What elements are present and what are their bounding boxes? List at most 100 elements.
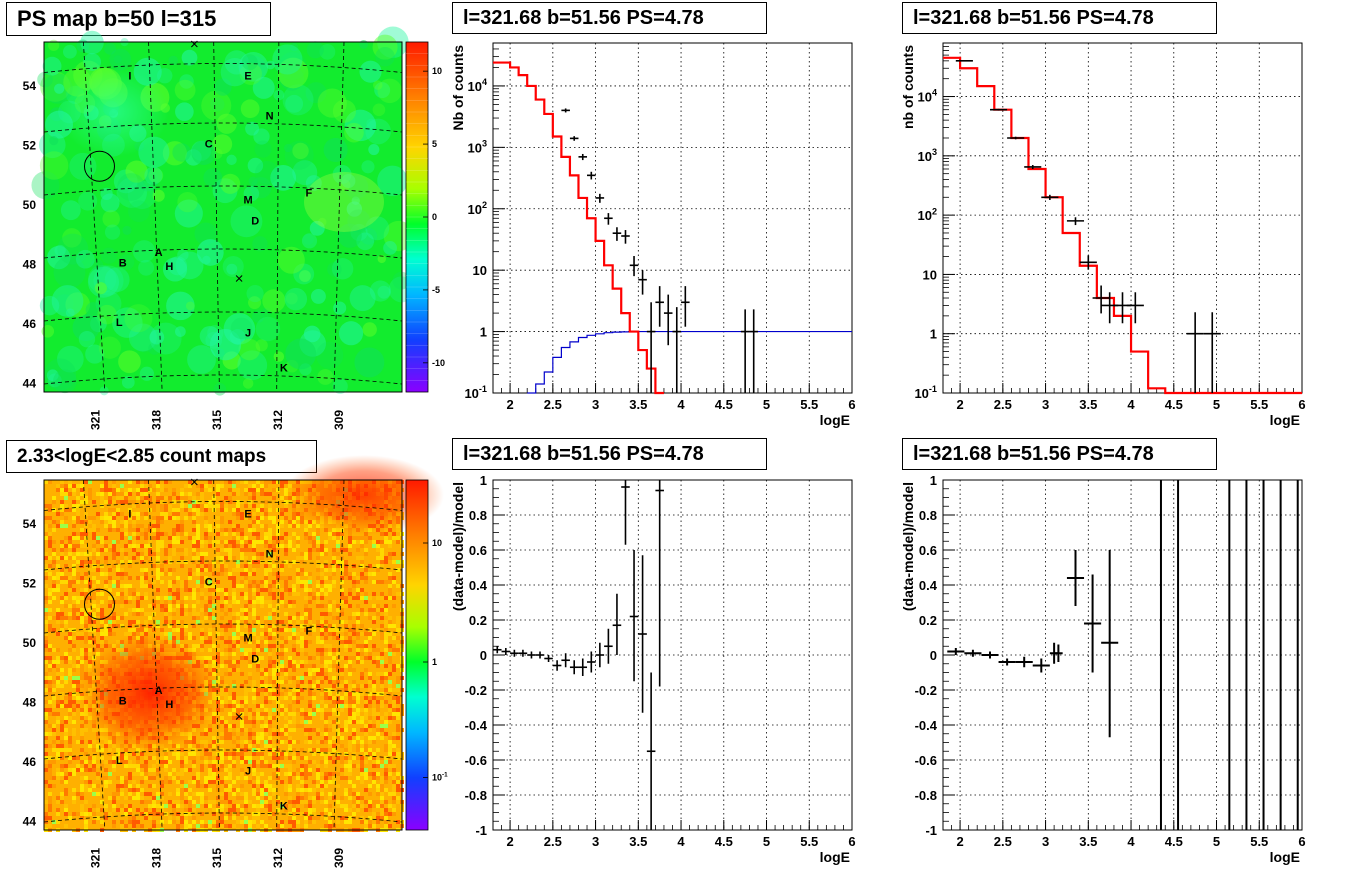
map2-pixel [360, 744, 364, 748]
map2-pixel [136, 760, 140, 764]
map2-pixel [80, 784, 84, 788]
map2-pixel [300, 688, 304, 692]
map2-pixel [64, 676, 68, 680]
map2-pixel [208, 776, 212, 780]
map2-pixel [168, 592, 172, 596]
map2-pixel [392, 648, 396, 652]
map2-pixel [136, 620, 140, 624]
map2-pixel [284, 516, 288, 520]
map2-pixel [84, 800, 88, 804]
map2-pixel [268, 644, 272, 648]
map2-pixel [200, 500, 204, 504]
map2-pixel [248, 736, 252, 740]
map2-pixel [60, 524, 64, 528]
map2-pixel [312, 596, 316, 600]
map2-pixel [264, 792, 268, 796]
map2-pixel [288, 628, 292, 632]
map2-pixel [296, 824, 300, 828]
map2-pixel [380, 592, 384, 596]
map2-pixel [312, 548, 316, 552]
map2-pixel [160, 764, 164, 768]
map2-pixel [296, 788, 300, 792]
map2-pixel [216, 712, 220, 716]
map2-pixel [240, 580, 244, 584]
map2-pixel [72, 700, 76, 704]
map2-pixel [288, 728, 292, 732]
map2-pixel [268, 700, 272, 704]
map2-pixel [48, 772, 52, 776]
spec1-ytick-label: 10 [473, 263, 487, 278]
spec1-xtick-label: 5.5 [800, 397, 818, 412]
map2-pixel [236, 488, 240, 492]
map2-pixel [384, 760, 388, 764]
map2-pixel [164, 488, 168, 492]
map2-pixel [112, 556, 116, 560]
map2-pixel [76, 516, 80, 520]
map2-pixel [60, 596, 64, 600]
map2-pixel [340, 608, 344, 612]
map2-pixel [352, 812, 356, 816]
map1-texture [346, 201, 363, 217]
map1-texture [302, 233, 314, 245]
map2-pixel [144, 488, 148, 492]
map2-pixel [144, 768, 148, 772]
map2-pixel [388, 704, 392, 708]
map2-pixel [328, 568, 332, 572]
map2-pixel [356, 652, 360, 656]
map2-pixel [76, 688, 80, 692]
map2-pixel [196, 804, 200, 808]
map2-pixel [376, 724, 380, 728]
map2-pixel [204, 824, 208, 828]
map2-pixel [256, 692, 260, 696]
map1-texture [85, 302, 101, 318]
map2-pixel [168, 624, 172, 628]
map2-pixel [72, 536, 76, 540]
map2-pixel [352, 800, 356, 804]
map2-pixel [384, 536, 388, 540]
map2-pixel [168, 480, 172, 484]
map2-pixel [248, 512, 252, 516]
map1-texture [239, 62, 262, 86]
map1-source-label: A [155, 247, 163, 259]
map2-pixel [44, 732, 48, 736]
map2-pixel [136, 788, 140, 792]
map2-pixel [120, 808, 124, 812]
map2-pixel [248, 800, 252, 804]
map2-pixel [252, 592, 256, 596]
map2-pixel [288, 540, 292, 544]
map1-bright-region [304, 172, 384, 232]
map1-texture [98, 336, 122, 359]
map2-pixel [192, 548, 196, 552]
map2-pixel [272, 624, 276, 628]
map2-pixel [328, 668, 332, 672]
map2-pixel [352, 740, 356, 744]
map2-pixel [56, 676, 60, 680]
map2-pixel [396, 560, 400, 564]
map2-pixel [360, 780, 364, 784]
map2-pixel [276, 652, 280, 656]
map2-pixel [384, 632, 388, 636]
map2-pixel [200, 812, 204, 816]
map2-pixel [252, 772, 256, 776]
map2-pixel [368, 804, 372, 808]
map2-pixel [368, 632, 372, 636]
map2-pixel [76, 600, 80, 604]
map2-pixel [60, 780, 64, 784]
map2-pixel [268, 752, 272, 756]
map2-pixel [144, 576, 148, 580]
map2-pixel [280, 600, 284, 604]
map2-pixel [384, 808, 388, 812]
map2-pixel [184, 496, 188, 500]
map2-pixel [120, 596, 124, 600]
map2-pixel [128, 488, 132, 492]
map2-pixel [228, 520, 232, 524]
map2-pixel [80, 528, 84, 532]
map2-pixel [240, 656, 244, 660]
map2-pixel [68, 692, 72, 696]
map2-pixel [352, 716, 356, 720]
map2-pixel [196, 744, 200, 748]
map2-pixel [396, 708, 400, 712]
map2-pixel [336, 552, 340, 556]
map2-pixel [116, 796, 120, 800]
map2-pixel [320, 620, 324, 624]
